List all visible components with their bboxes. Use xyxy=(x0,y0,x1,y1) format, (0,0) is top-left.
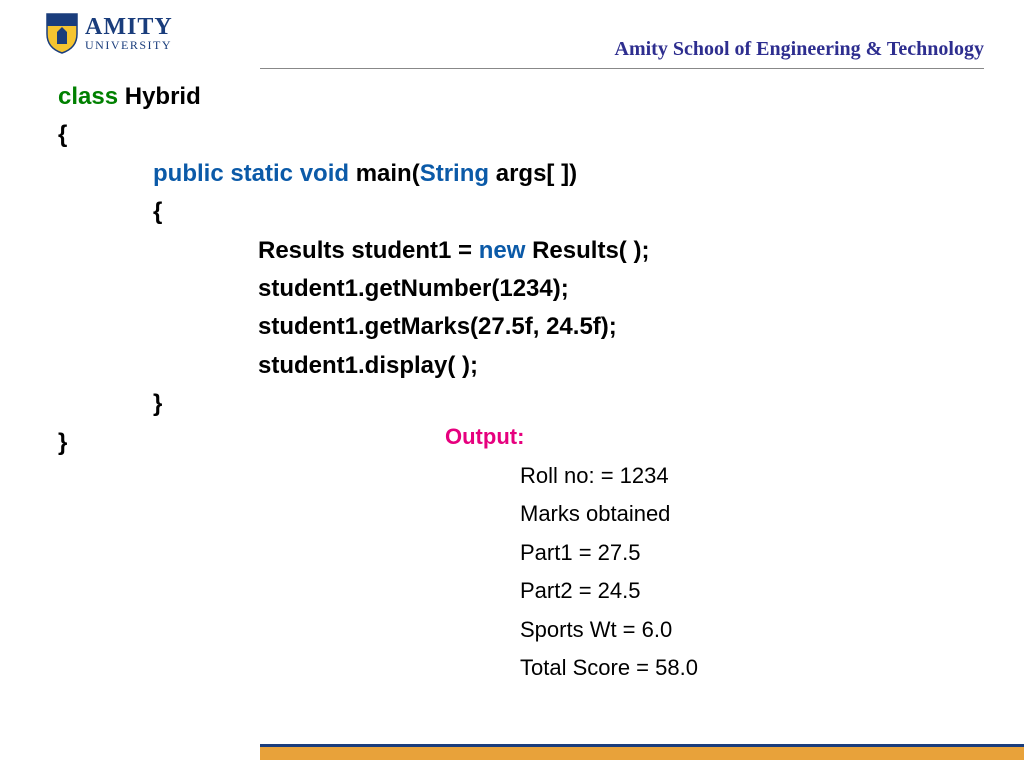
code-line: { xyxy=(58,116,649,154)
code-line: student1.getMarks(27.5f, 24.5f); xyxy=(58,308,649,346)
header-title: Amity School of Engineering & Technology xyxy=(615,38,984,61)
slide-header: AMITY UNIVERSITY Amity School of Enginee… xyxy=(0,0,1024,70)
output-line: Marks obtained xyxy=(520,495,698,534)
keyword-class: class xyxy=(58,83,118,110)
footer-bar xyxy=(260,744,1024,760)
shield-icon xyxy=(45,12,79,54)
code-block: class Hybrid { public static void main(S… xyxy=(58,78,649,462)
output-line: Part2 = 24.5 xyxy=(520,572,698,611)
output-lines: Roll no: = 1234 Marks obtained Part1 = 2… xyxy=(445,457,698,688)
keyword-new: new xyxy=(479,237,526,264)
output-label: Output: xyxy=(445,418,698,457)
code-line: public static void main(String args[ ]) xyxy=(58,155,649,193)
output-block: Output: Roll no: = 1234 Marks obtained P… xyxy=(445,418,698,688)
code-line: class Hybrid xyxy=(58,78,649,116)
code-line: student1.display( ); xyxy=(58,347,649,385)
logo-main-text: AMITY xyxy=(85,15,173,39)
header-divider xyxy=(260,68,984,69)
output-line: Sports Wt = 6.0 xyxy=(520,611,698,650)
keyword-string: String xyxy=(420,160,489,187)
logo: AMITY UNIVERSITY xyxy=(45,12,173,54)
logo-sub-text: UNIVERSITY xyxy=(85,39,173,51)
code-line: Results student1 = new Results( ); xyxy=(58,232,649,270)
code-line: student1.getNumber(1234); xyxy=(58,270,649,308)
output-line: Part1 = 27.5 xyxy=(520,534,698,573)
output-line: Total Score = 58.0 xyxy=(520,649,698,688)
output-line: Roll no: = 1234 xyxy=(520,457,698,496)
keyword-modifiers: public static void xyxy=(153,160,349,187)
code-line: { xyxy=(58,193,649,231)
